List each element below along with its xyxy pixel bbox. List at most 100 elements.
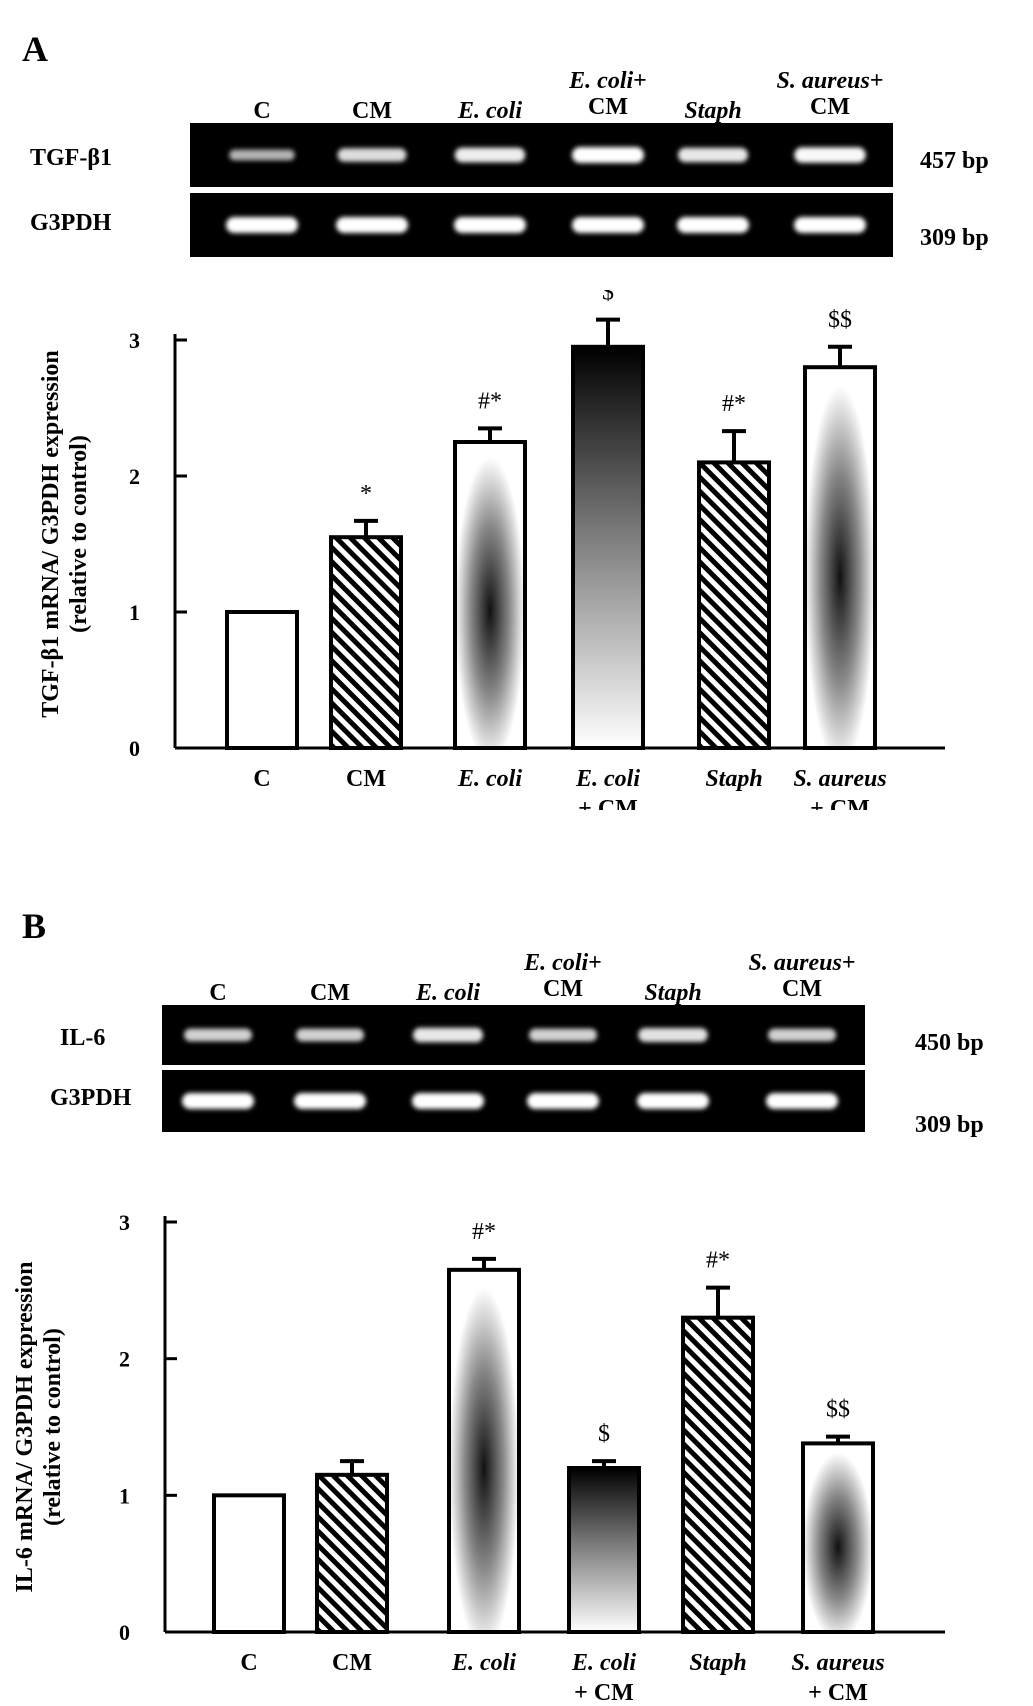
gel-b-lane-label: S. aureus+ CM bbox=[748, 950, 856, 1002]
gel-band-a-tgf bbox=[572, 147, 644, 163]
gel-band-a-g3pdh bbox=[226, 217, 298, 233]
gel-a-bp-g3pdh: 309 bp bbox=[920, 225, 989, 251]
gel-b-lane-label: C bbox=[209, 980, 227, 1006]
gel-b-row-label-il6: IL-6 bbox=[60, 1025, 106, 1051]
gel-band-a-g3pdh bbox=[572, 217, 644, 233]
gel-band-a-tgf bbox=[678, 147, 748, 163]
gel-band-b-g3pdh bbox=[637, 1093, 709, 1109]
x-tick-label: Staph bbox=[705, 766, 762, 792]
x-tick-label: CM bbox=[332, 1650, 372, 1676]
x-tick-label: C bbox=[253, 766, 270, 792]
y-axis-label: IL-6 mRNA/ G3PDH expression bbox=[12, 1262, 38, 1593]
bar-b bbox=[212, 1493, 286, 1635]
bar-a bbox=[329, 535, 403, 750]
gel-b-lane-label: E. coli+ CM bbox=[524, 950, 602, 1002]
x-tick-label: C bbox=[240, 1650, 257, 1676]
significance-label: #* bbox=[722, 391, 746, 417]
x-tick-label: + CM bbox=[578, 796, 638, 810]
gel-a-lane-label: Staph bbox=[684, 98, 742, 124]
gel-a-bp-tgf: 457 bp bbox=[920, 148, 989, 174]
gel-band-a-tgf bbox=[794, 147, 866, 163]
significance-label: #* bbox=[472, 1219, 496, 1245]
gel-a-tgf-b1 bbox=[190, 123, 893, 187]
x-tick-label: E. coli bbox=[571, 1650, 636, 1676]
gel-band-b-il6 bbox=[184, 1028, 252, 1042]
gel-b-il6 bbox=[162, 1005, 865, 1065]
gel-band-b-g3pdh bbox=[527, 1093, 599, 1109]
gel-band-b-il6 bbox=[638, 1028, 708, 1042]
gel-a-lane-label: E. coli bbox=[458, 98, 522, 124]
gel-b-row-label-g3pdh: G3PDH bbox=[50, 1085, 132, 1111]
y-axis-label: (relative to control) bbox=[66, 435, 92, 633]
y-tick-label: 1 bbox=[119, 1483, 130, 1508]
gel-band-b-il6 bbox=[296, 1028, 364, 1042]
gel-b-lane-label: Staph bbox=[644, 980, 702, 1006]
chart-b: 0 1 2 3 IL-6 mRNA/ G3PDH expression (relative… bbox=[12, 1210, 945, 1700]
bar-a bbox=[803, 365, 877, 750]
gel-band-a-g3pdh bbox=[677, 217, 749, 233]
significance-label: $$ bbox=[828, 307, 852, 333]
x-tick-label: + CM bbox=[574, 1680, 634, 1700]
y-tick-label: 2 bbox=[119, 1347, 130, 1372]
gel-b-lane-label: CM bbox=[310, 980, 350, 1006]
bar-a bbox=[225, 610, 299, 750]
y-axis-label: (relative to control) bbox=[40, 1328, 66, 1526]
significance-label: $$ bbox=[826, 1397, 850, 1423]
bar-b bbox=[567, 1466, 641, 1634]
gel-band-b-il6 bbox=[413, 1027, 483, 1043]
gel-b-g3pdh bbox=[162, 1070, 865, 1132]
y-tick-label: 3 bbox=[129, 328, 140, 353]
x-tick-label: S. aureus bbox=[791, 1650, 884, 1676]
bar-b bbox=[315, 1472, 389, 1635]
gel-band-b-g3pdh bbox=[412, 1093, 484, 1109]
x-tick-label: E. coli bbox=[451, 1650, 516, 1676]
gel-a-row-label-tgf: TGF-β1 bbox=[30, 145, 112, 171]
x-tick-label: E. coli bbox=[457, 766, 522, 792]
gel-band-a-tgf bbox=[229, 149, 295, 161]
y-axis-label: TGF-β1 mRNA/ G3PDH expression bbox=[38, 350, 64, 718]
gel-band-b-il6 bbox=[768, 1028, 836, 1042]
y-tick-label: 0 bbox=[119, 1620, 130, 1645]
gel-b-bp-g3pdh: 309 bp bbox=[915, 1112, 984, 1138]
gel-a-g3pdh bbox=[190, 193, 893, 257]
significance-label: #* bbox=[478, 388, 502, 414]
gel-band-a-g3pdh bbox=[454, 217, 526, 233]
gel-a-row-label-g3pdh: G3PDH bbox=[30, 210, 112, 236]
y-tick-label: 1 bbox=[129, 600, 140, 625]
bar-b bbox=[681, 1315, 755, 1635]
gel-band-b-g3pdh bbox=[294, 1093, 366, 1109]
y-tick-label: 2 bbox=[129, 464, 140, 489]
x-tick-label: Staph bbox=[689, 1650, 746, 1676]
x-tick-label: + CM bbox=[810, 796, 870, 810]
gel-band-a-tgf bbox=[337, 148, 407, 162]
x-tick-label: S. aureus bbox=[793, 766, 886, 792]
bar-a bbox=[571, 344, 645, 751]
gel-a-lane-label: CM bbox=[352, 98, 392, 124]
gel-band-a-g3pdh bbox=[794, 217, 866, 233]
bar-b bbox=[447, 1267, 521, 1634]
bar-a bbox=[697, 460, 771, 750]
significance-label: $ bbox=[602, 290, 614, 306]
x-tick-label: E. coli bbox=[575, 766, 640, 792]
gel-b-bp-il6: 450 bp bbox=[915, 1030, 984, 1056]
significance-label: $ bbox=[598, 1421, 610, 1447]
gel-band-b-g3pdh bbox=[182, 1093, 254, 1109]
panel-a-letter: A bbox=[22, 29, 48, 69]
gel-band-b-il6 bbox=[529, 1028, 597, 1042]
gel-band-a-tgf bbox=[454, 147, 526, 163]
y-tick-label: 3 bbox=[119, 1210, 130, 1235]
gel-a-lane-label: C bbox=[253, 98, 271, 124]
chart-a: 0 1 2 3 TGF-β1 mRNA/ G3PDH expression (relati… bbox=[38, 290, 945, 810]
panel-b-letter: B bbox=[22, 906, 47, 946]
gel-band-a-g3pdh bbox=[336, 217, 408, 233]
gel-a-lane-label: E. coli+ CM bbox=[569, 68, 647, 120]
gel-b-lane-label: E. coli bbox=[416, 980, 480, 1006]
x-tick-label: + CM bbox=[808, 1680, 868, 1700]
x-tick-label: CM bbox=[346, 766, 386, 792]
significance-label: #* bbox=[706, 1248, 730, 1274]
bar-b bbox=[801, 1441, 875, 1634]
gel-band-b-g3pdh bbox=[766, 1093, 838, 1109]
bar-a bbox=[453, 440, 527, 750]
gel-a-lane-label: S. aureus+ CM bbox=[776, 68, 884, 120]
y-tick-label: 0 bbox=[129, 736, 140, 761]
